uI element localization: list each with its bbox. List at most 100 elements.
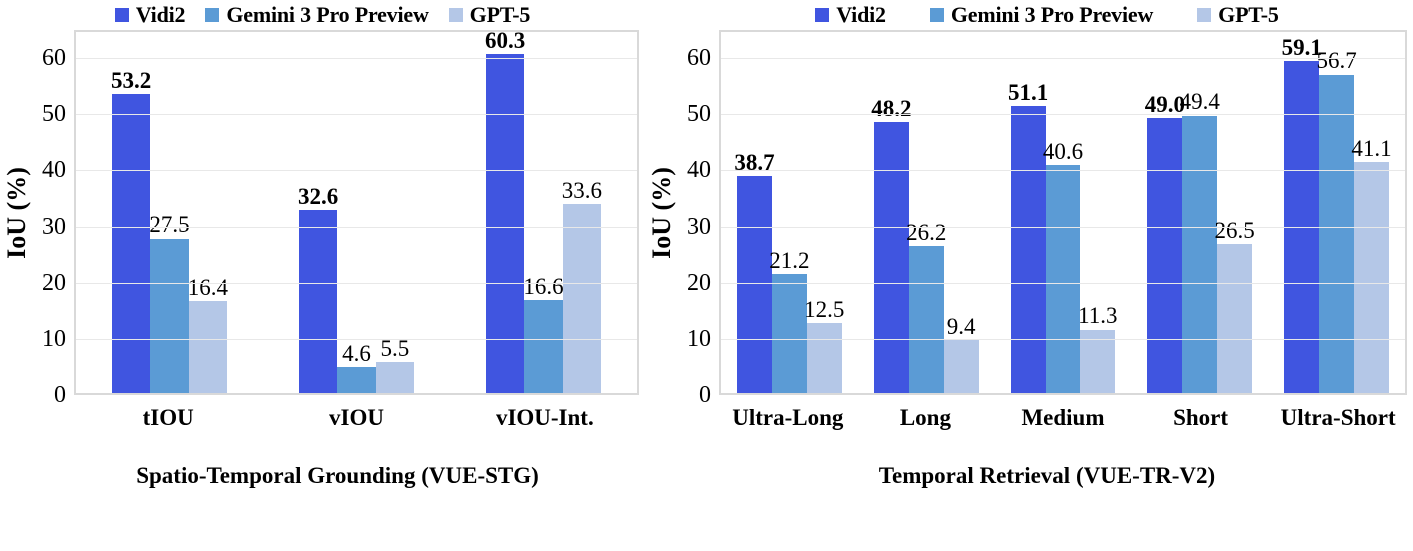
y-axis-tick-label: 20 [42, 269, 66, 296]
chart-caption-vue-tr-v2: Temporal Retrieval (VUE-TR-V2) [878, 463, 1216, 488]
bar-slot: 49.0 [1145, 32, 1185, 393]
y-axis-tick-label: 10 [42, 325, 66, 352]
legend-item-label: Vidi2 [135, 2, 186, 27]
bar-value-label: 56.7 [1316, 48, 1357, 74]
legend-vue-tr-v2: Vidi2 Gemini 3 Pro Preview GPT-5 [645, 0, 1413, 30]
y-axis-tick-label: 30 [42, 213, 66, 240]
bar[interactable]: 60.3 [485, 32, 525, 393]
bar[interactable]: 33.6 [562, 179, 602, 393]
gridline [721, 282, 1405, 284]
plot-area-vue-stg: 53.2 27.5 16.4 32.6 4.6 5.5 60.3 16.6 33.6 [74, 30, 639, 395]
legend-item-gemini-3-pro-preview[interactable]: Gemini 3 Pro Preview [929, 2, 1153, 28]
plot-outer: 38.7 21.2 12.5 48.2 26.2 9.4 51.1 40.6 11.3 49.0 4… [719, 30, 1413, 395]
legend-item-vidi2[interactable]: Vidi2 [114, 2, 186, 28]
gridline [76, 58, 637, 60]
bar-slot: 26.5 [1215, 32, 1255, 393]
gridline [721, 114, 1405, 116]
bar-value-label: 41.1 [1351, 136, 1392, 162]
y-axis-label-wrap: IoU (%) [0, 30, 34, 395]
bar-slot: 16.6 [523, 32, 564, 393]
bar[interactable]: 48.2 [871, 97, 911, 393]
bar[interactable]: 26.5 [1215, 218, 1255, 393]
bar-group: 48.2 26.2 9.4 [858, 32, 995, 393]
bar-slot: 60.3 [485, 32, 525, 393]
bar-value-label: 21.2 [769, 247, 810, 273]
legend-vue-stg: Vidi2 Gemini 3 Pro Preview GPT-5 [0, 0, 645, 30]
bar-slot: 33.6 [562, 32, 602, 393]
bar[interactable]: 5.5 [375, 336, 414, 393]
y-axis-ticks: 0 10 20 30 40 50 60 [679, 30, 719, 407]
bar-slot: 41.1 [1351, 32, 1392, 393]
x-axis-tick-label: Ultra-Short [1280, 405, 1396, 430]
bar-value-label: 53.2 [111, 68, 152, 94]
legend-item-gpt-5[interactable]: GPT-5 [1197, 2, 1279, 28]
bar-value-label: 12.5 [804, 296, 845, 322]
bar[interactable]: 49.0 [1145, 92, 1185, 393]
bar[interactable]: 56.7 [1316, 49, 1357, 393]
bar-value-label: 48.2 [871, 96, 912, 122]
bar-slot: 11.3 [1078, 32, 1118, 393]
bar[interactable]: 16.6 [523, 274, 564, 393]
bar-group: 59.1 56.7 41.1 [1268, 32, 1405, 393]
bar-value-label: 59.1 [1281, 35, 1322, 60]
chart-area-vue-stg: IoU (%) 0 10 20 30 40 50 60 53.2 27.5 16.4 32.6 4.… [0, 30, 645, 407]
y-axis-tick-label: 20 [687, 269, 711, 296]
legend-item-gpt-5[interactable]: GPT-5 [448, 2, 531, 28]
bar-value-label: 32.6 [298, 183, 339, 209]
y-axis-tick-label: 0 [54, 382, 66, 408]
plot-area-vue-tr-v2: 38.7 21.2 12.5 48.2 26.2 9.4 51.1 40.6 11.3 49.0 4… [719, 30, 1407, 395]
bar-slot: 21.2 [769, 32, 810, 393]
bar[interactable]: 9.4 [943, 314, 979, 393]
square-swatch-icon [1197, 8, 1212, 22]
bar-value-label: 9.4 [946, 314, 976, 340]
square-swatch-icon [448, 8, 463, 22]
bar[interactable]: 32.6 [298, 184, 338, 393]
bar[interactable]: 4.6 [337, 341, 376, 393]
bar[interactable]: 41.1 [1351, 136, 1392, 393]
y-axis-tick-label: 10 [687, 325, 711, 352]
y-axis-tick-label: 60 [42, 45, 66, 72]
x-axis-tick-label: Long [899, 405, 951, 430]
bar-value-label: 11.3 [1078, 303, 1118, 329]
bar-slot: 26.2 [906, 32, 946, 393]
bar-value-label: 51.1 [1007, 79, 1049, 105]
bar[interactable]: 53.2 [111, 68, 151, 393]
legend-item-label: GPT-5 [469, 2, 531, 27]
y-axis-tick-label: 40 [687, 157, 711, 184]
y-axis-tick-label: 60 [687, 45, 711, 72]
bar-value-label: 26.5 [1214, 218, 1255, 244]
legend-item-vidi2[interactable]: Vidi2 [815, 2, 886, 28]
chart-panel-vue-tr-v2: Vidi2 Gemini 3 Pro Preview GPT-5 IoU (%) 0… [645, 0, 1413, 551]
bar-value-label: 16.4 [187, 274, 228, 300]
bar[interactable]: 49.4 [1180, 90, 1220, 393]
chart-caption-vue-stg: Spatio-Temporal Grounding (VUE-STG) [136, 463, 539, 488]
x-axis-vue-tr-v2: Ultra-Long Long Medium Short Ultra-Short [645, 395, 1413, 431]
legend-item-gemini-3-pro-preview[interactable]: Gemini 3 Pro Preview [205, 2, 429, 28]
bar[interactable]: 21.2 [769, 248, 810, 393]
bar-slot: 48.2 [871, 32, 911, 393]
y-axis-tick-label: 40 [42, 157, 66, 184]
x-axis-tick-label: tIOU [142, 405, 194, 430]
plot-outer: 53.2 27.5 16.4 32.6 4.6 5.5 60.3 16.6 33.6 [74, 30, 645, 395]
bar-slot: 40.6 [1043, 32, 1083, 393]
bar[interactable]: 11.3 [1078, 304, 1118, 393]
bar[interactable]: 38.7 [734, 150, 775, 393]
square-swatch-icon [114, 8, 129, 22]
bar-value-label: 60.3 [485, 30, 526, 54]
chart-panel-vue-stg: Vidi2 Gemini 3 Pro Preview GPT-5 IoU (%) 0… [0, 0, 645, 551]
bar[interactable]: 12.5 [804, 297, 844, 393]
bar-value-label: 38.7 [734, 149, 775, 175]
y-axis-label-wrap: IoU (%) [645, 30, 679, 395]
y-axis-tick-label: 30 [687, 213, 711, 240]
bar[interactable]: 26.2 [906, 220, 946, 393]
bar[interactable]: 40.6 [1043, 139, 1083, 393]
x-axis-tick-label: Medium [1021, 405, 1105, 430]
x-axis-tick-label: vIOU [329, 405, 384, 430]
bar[interactable]: 51.1 [1008, 80, 1048, 393]
bar[interactable]: 27.5 [149, 213, 190, 393]
y-axis-label: IoU (%) [647, 166, 676, 259]
bar-slot: 9.4 [943, 32, 979, 393]
chart-area-vue-tr-v2: IoU (%) 0 10 20 30 40 50 60 38.7 21.2 12.5 48.2 26… [645, 30, 1413, 407]
bar-group: 49.0 49.4 26.5 [1131, 32, 1268, 393]
bar[interactable]: 16.4 [188, 275, 228, 393]
